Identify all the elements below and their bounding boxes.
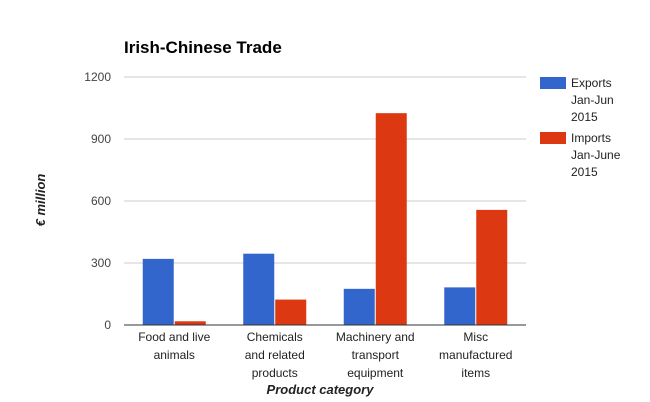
x-axis-categories: Food and live animals Chemicals and related…: [138, 330, 512, 380]
x-category-label: products: [252, 366, 298, 380]
legend-label: Jan-Jun: [571, 93, 614, 107]
bar-series-1-cat-2: [375, 113, 407, 326]
y-axis-title: € million: [33, 174, 48, 227]
y-tick-label: 1200: [84, 70, 111, 84]
x-category-label: animals: [154, 348, 195, 362]
legend-label: Jan-June: [571, 148, 621, 162]
bar-series-0-cat-3: [444, 287, 476, 325]
x-category-label: Chemicals: [247, 330, 303, 344]
y-tick-label: 0: [104, 318, 111, 332]
x-category-label: equipment: [347, 366, 404, 380]
gridlines: [124, 76, 526, 264]
x-category-label: Misc: [463, 330, 488, 344]
bar-series-0-cat-1: [243, 253, 275, 325]
bars: [142, 113, 508, 326]
bar-series-1-cat-3: [476, 209, 508, 325]
x-category-label: and related: [245, 348, 305, 362]
x-category-label: Food and live: [138, 330, 210, 344]
x-category-label: transport: [352, 348, 400, 362]
y-tick-label: 900: [91, 132, 111, 146]
legend-label: 2015: [571, 110, 598, 124]
x-axis-title: Product category: [267, 382, 375, 397]
legend-label: 2015: [571, 165, 598, 179]
bar-series-1-cat-0: [174, 321, 206, 325]
legend-swatch: [540, 132, 566, 144]
y-tick-label: 300: [91, 256, 111, 270]
x-category-label: manufactured: [439, 348, 512, 362]
x-category-label: items: [461, 366, 490, 380]
y-tick-label: 600: [91, 194, 111, 208]
legend: Exports Jan-Jun 2015 Imports Jan-June 2015: [540, 76, 621, 179]
legend-label: Exports: [571, 76, 612, 90]
bar-series-1-cat-1: [275, 299, 307, 325]
bar-series-0-cat-0: [142, 258, 174, 325]
legend-swatch: [540, 77, 566, 89]
legend-label: Imports: [571, 131, 611, 145]
y-axis-ticks: 0 300 600 900 1200: [84, 70, 111, 332]
chart-title: Irish-Chinese Trade: [124, 38, 282, 57]
x-category-label: Machinery and: [336, 330, 415, 344]
bar-series-0-cat-2: [343, 288, 375, 325]
